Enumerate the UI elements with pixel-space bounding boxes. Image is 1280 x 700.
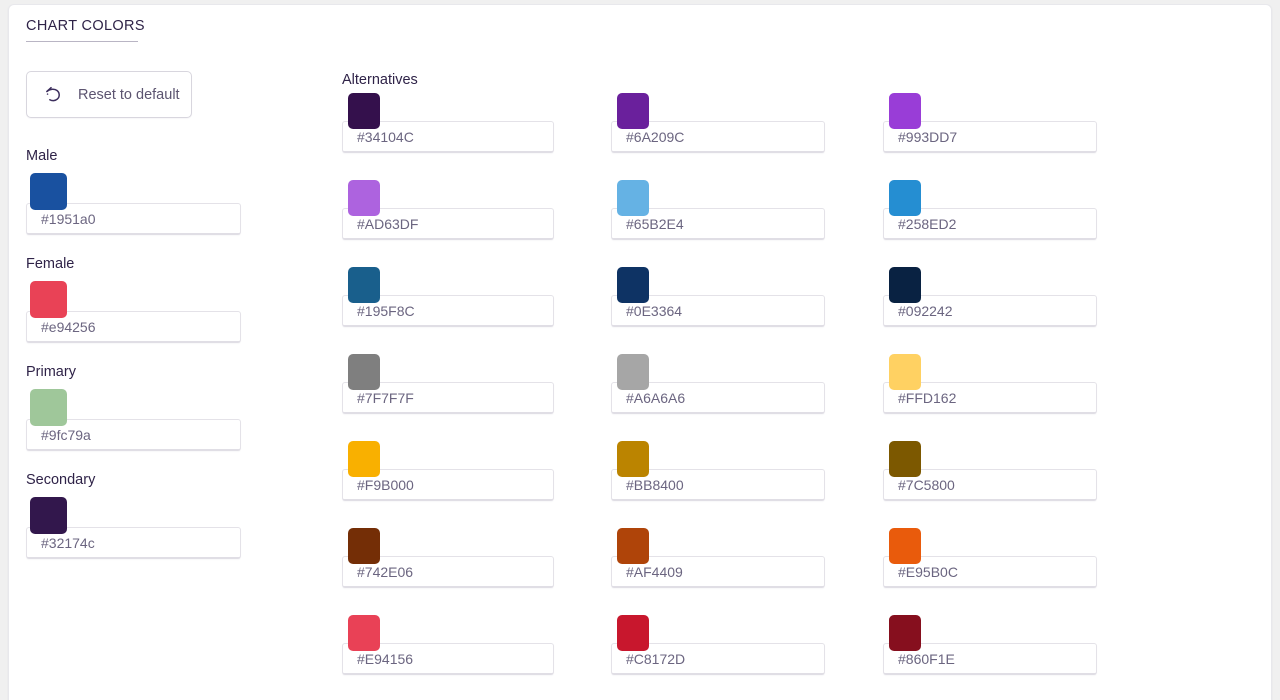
alternatives-row: #7F7F7F #A6A6A6 #FFD162 bbox=[334, 346, 1114, 433]
alternatives-title: Alternatives bbox=[342, 72, 418, 88]
alternative-color-cell: #BB8400 bbox=[611, 433, 825, 503]
color-field: Female #e94256 bbox=[26, 256, 261, 343]
alternative-color-cell: #34104C bbox=[342, 85, 554, 155]
swatch-input-group: #9fc79a bbox=[26, 389, 261, 451]
reset-to-default-button[interactable]: Reset to default bbox=[26, 71, 192, 118]
hex-color-input[interactable]: #BB8400 bbox=[611, 469, 825, 501]
color-swatch[interactable] bbox=[889, 354, 921, 390]
alternative-color-cell: #092242 bbox=[883, 259, 1097, 329]
color-swatch[interactable] bbox=[889, 267, 921, 303]
hex-color-input[interactable]: #65B2E4 bbox=[611, 208, 825, 240]
hex-color-input[interactable]: #C8172D bbox=[611, 643, 825, 675]
alternative-color-cell: #AD63DF bbox=[342, 172, 554, 242]
alternatives-row: #F9B000 #BB8400 #7C5800 bbox=[334, 433, 1114, 520]
alternative-color-cell: #742E06 bbox=[342, 520, 554, 590]
color-swatch[interactable] bbox=[30, 281, 67, 318]
hex-color-input[interactable]: #0E3364 bbox=[611, 295, 825, 327]
alternative-color-cell: #6A209C bbox=[611, 85, 825, 155]
swatch-input-group: #e94256 bbox=[26, 281, 261, 343]
color-field: Primary #9fc79a bbox=[26, 364, 261, 451]
hex-color-input[interactable]: #E95B0C bbox=[883, 556, 1097, 588]
alternative-color-cell: #993DD7 bbox=[883, 85, 1097, 155]
alternatives-row: #195F8C #0E3364 #092242 bbox=[334, 259, 1114, 346]
color-swatch[interactable] bbox=[889, 441, 921, 477]
alternative-color-cell: #AF4409 bbox=[611, 520, 825, 590]
hex-color-input[interactable]: #6A209C bbox=[611, 121, 825, 153]
color-swatch[interactable] bbox=[348, 354, 380, 390]
hex-color-input[interactable]: #7C5800 bbox=[883, 469, 1097, 501]
color-field: Male #1951a0 bbox=[26, 148, 261, 235]
color-swatch[interactable] bbox=[30, 173, 67, 210]
color-swatch[interactable] bbox=[30, 497, 67, 534]
alternative-color-cell: #E95B0C bbox=[883, 520, 1097, 590]
color-swatch[interactable] bbox=[348, 441, 380, 477]
alternative-color-cell: #65B2E4 bbox=[611, 172, 825, 242]
alternative-color-cell: #860F1E bbox=[883, 607, 1097, 677]
alternative-color-cell: #258ED2 bbox=[883, 172, 1097, 242]
hex-color-input[interactable]: #258ED2 bbox=[883, 208, 1097, 240]
alternatives-grid: #34104C #6A209C #993DD7 #AD63DF #65B2E4 #258E… bbox=[334, 85, 1114, 694]
alternative-color-cell: #FFD162 bbox=[883, 346, 1097, 416]
color-swatch[interactable] bbox=[617, 441, 649, 477]
color-field-label: Female bbox=[26, 256, 75, 272]
title-underline bbox=[26, 41, 138, 42]
color-swatch[interactable] bbox=[617, 180, 649, 216]
alternative-color-cell: #A6A6A6 bbox=[611, 346, 825, 416]
hex-color-input[interactable]: #AF4409 bbox=[611, 556, 825, 588]
alternative-color-cell: #C8172D bbox=[611, 607, 825, 677]
alternatives-row: #E94156 #C8172D #860F1E bbox=[334, 607, 1114, 694]
alternatives-row: #742E06 #AF4409 #E95B0C bbox=[334, 520, 1114, 607]
color-swatch[interactable] bbox=[348, 93, 380, 129]
color-swatch[interactable] bbox=[617, 528, 649, 564]
color-field-label: Male bbox=[26, 148, 58, 164]
reset-button-label: Reset to default bbox=[78, 86, 180, 103]
color-swatch[interactable] bbox=[30, 389, 67, 426]
chart-colors-card: CHART COLORS Reset to default Male #1951… bbox=[8, 4, 1272, 700]
color-field-label: Primary bbox=[26, 364, 76, 380]
color-swatch[interactable] bbox=[889, 93, 921, 129]
alternative-color-cell: #F9B000 bbox=[342, 433, 554, 503]
color-swatch[interactable] bbox=[889, 615, 921, 651]
color-swatch[interactable] bbox=[617, 354, 649, 390]
hex-color-input[interactable]: #34104C bbox=[342, 121, 554, 153]
alternative-color-cell: #0E3364 bbox=[611, 259, 825, 329]
color-swatch[interactable] bbox=[348, 267, 380, 303]
alternative-color-cell: #7C5800 bbox=[883, 433, 1097, 503]
color-swatch[interactable] bbox=[348, 528, 380, 564]
color-swatch[interactable] bbox=[348, 180, 380, 216]
alternatives-row: #AD63DF #65B2E4 #258ED2 bbox=[334, 172, 1114, 259]
color-swatch[interactable] bbox=[617, 267, 649, 303]
hex-color-input[interactable]: #AD63DF bbox=[342, 208, 554, 240]
hex-color-input[interactable]: #1951a0 bbox=[26, 203, 241, 235]
swatch-input-group: #32174c bbox=[26, 497, 261, 559]
alternative-color-cell: #7F7F7F bbox=[342, 346, 554, 416]
alternatives-row: #34104C #6A209C #993DD7 bbox=[334, 85, 1114, 172]
color-swatch[interactable] bbox=[889, 528, 921, 564]
color-field: Secondary #32174c bbox=[26, 472, 261, 559]
page-title: CHART COLORS bbox=[26, 18, 145, 34]
undo-arrow-icon bbox=[43, 84, 64, 105]
alternative-color-cell: #195F8C bbox=[342, 259, 554, 329]
color-swatch[interactable] bbox=[348, 615, 380, 651]
alternative-color-cell: #E94156 bbox=[342, 607, 554, 677]
color-swatch[interactable] bbox=[617, 615, 649, 651]
primary-color-fields: Male #1951a0 Female #e94256 Primary bbox=[26, 148, 261, 580]
color-field-label: Secondary bbox=[26, 472, 96, 488]
swatch-input-group: #1951a0 bbox=[26, 173, 261, 235]
color-swatch[interactable] bbox=[617, 93, 649, 129]
color-swatch[interactable] bbox=[889, 180, 921, 216]
